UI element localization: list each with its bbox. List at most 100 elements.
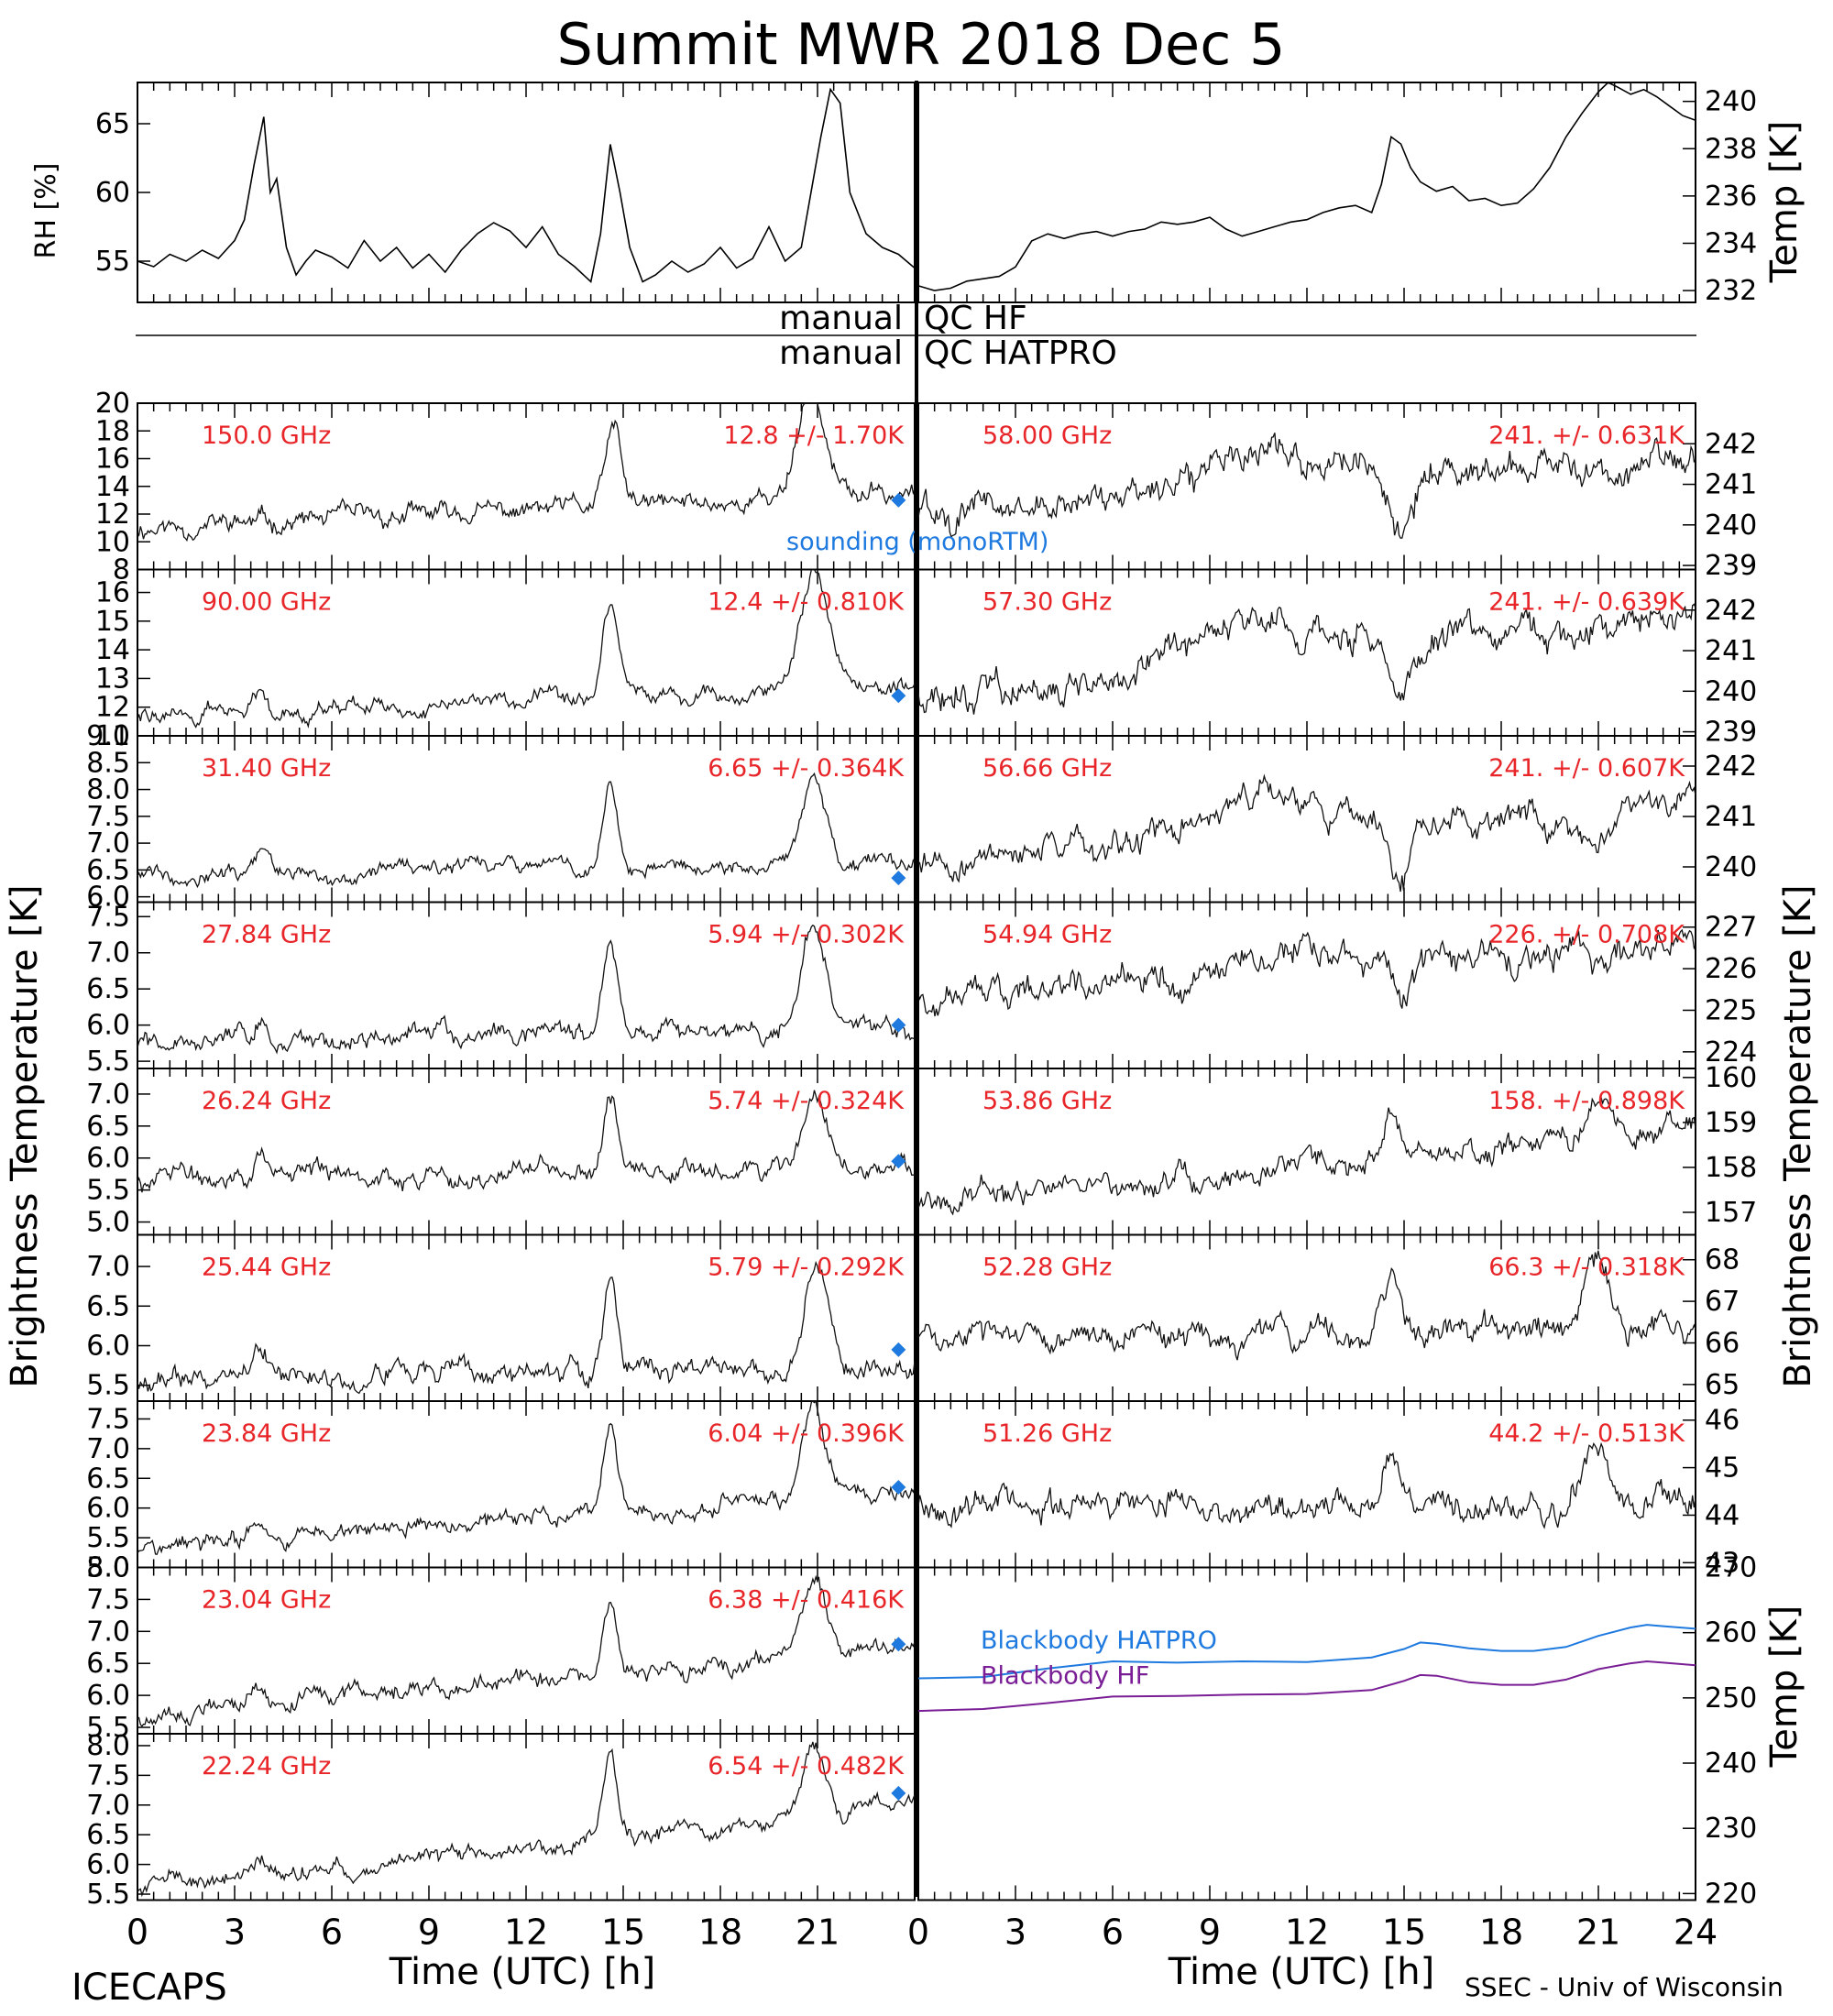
channel-panel-ch2544: 5.5 6.0 6.5 7.0 25.44 GHz 5.79 +/- 0.292K (86, 1233, 916, 1402)
channel-stat-label: 6.54 +/- 0.482K (708, 1752, 905, 1780)
ch2384-ytick: 6.0 (86, 1493, 130, 1525)
channel-series-ch2544 (137, 1260, 916, 1395)
ch5228-ytick: 68 (1705, 1244, 1740, 1276)
ch2224-ytick: 7.0 (86, 1790, 130, 1822)
channel-stat-label: 226. +/- 0.708K (1488, 921, 1685, 949)
channel-panel-ch5800: 239 240 241 242 58.00 GHz 241. +/- 0.631K (917, 402, 1757, 582)
ch150-ytick: 12 (95, 499, 130, 531)
channel-series-ch90 (137, 568, 916, 729)
x-tick-right: 0 (907, 1912, 929, 1953)
channel-freq-label: 57.30 GHz (982, 588, 1112, 617)
x-tick-left: 18 (698, 1912, 742, 1953)
rh-series-line (137, 87, 916, 284)
ch2544-ytick: 6.5 (86, 1290, 130, 1322)
rh-ytick: 60 (95, 177, 130, 209)
ch3140-ytick: 7.0 (86, 827, 130, 860)
ch2784-ytick: 7.0 (86, 937, 130, 970)
ch90-ytick: 15 (95, 606, 130, 638)
bb-ylabel: Temp [K] (1763, 1605, 1806, 1769)
ch3140-ytick: 6.5 (86, 854, 130, 886)
ch5386-ytick: 160 (1705, 1062, 1757, 1094)
time-axes: 0 3 6 9 12 15 18 21 0 3 6 9 12 15 18 21 24 (126, 1912, 1718, 1953)
ch5126-ytick: 44 (1705, 1499, 1740, 1531)
channel-series-ch5494 (917, 928, 1696, 1017)
channel-series-ch2784 (137, 924, 916, 1055)
channel-panel-ch2624: 5.05.56.06.57.0 26.24 GHz 5.74 +/- 0.324K (86, 1068, 916, 1239)
ch2384-ytick: 7.0 (86, 1433, 130, 1465)
bt-ylabel-right: Brightness Temperature [K] (1777, 884, 1819, 1387)
ch5730-ytick: 242 (1705, 595, 1757, 627)
channel-panel-ch5666: 240 241 242 56.66 GHz 241. +/- 0.607K (917, 735, 1757, 904)
x-tick-right: 12 (1285, 1912, 1329, 1953)
channel-freq-label: 58.00 GHz (982, 422, 1112, 450)
ch2224-ytick: 5.5 (86, 1879, 130, 1911)
channel-freq-label: 52.28 GHz (982, 1254, 1112, 1282)
ch2304-ytick: 6.0 (86, 1680, 130, 1712)
channel-panel-ch5386: 157 158 159 160 53.86 GHz 158. +/- 0.898K (917, 1062, 1757, 1236)
footer-icecaps: ICECAPS (71, 1967, 227, 2009)
temp-plot-frame (917, 82, 1696, 303)
ch2384-ytick: 6.5 (86, 1463, 130, 1495)
bb-ytick: 230 (1705, 1813, 1757, 1845)
ch2224-ytick: 8.0 (86, 1730, 130, 1762)
channel-series-ch5800 (917, 433, 1696, 539)
channel-panel-ch5228: 65 66 67 68 52.28 GHz 66.3 +/- 0.318K (917, 1233, 1740, 1402)
ch5386-ytick: 158 (1705, 1152, 1757, 1184)
channel-freq-label: 51.26 GHz (982, 1419, 1112, 1448)
ch3140-ytick: 9.0 (86, 720, 130, 752)
ch5730-ytick: 241 (1705, 635, 1757, 667)
channel-series-ch150 (137, 402, 916, 542)
channel-series-ch2624 (137, 1090, 916, 1193)
x-tick-left: 3 (224, 1912, 246, 1953)
ch150-ytick: 14 (95, 471, 130, 503)
channel-freq-label: 90.00 GHz (202, 588, 331, 617)
ch2304-ytick: 8.0 (86, 1552, 130, 1584)
ch5800-ytick: 240 (1705, 509, 1757, 542)
channel-freq-label: 150.0 GHz (202, 422, 331, 450)
channel-freq-label: 23.84 GHz (202, 1419, 331, 1448)
ch5494-ytick: 225 (1705, 994, 1757, 1026)
top-panels: 55 60 65 232 234 236 238 240 (95, 82, 1757, 307)
bt-ylabel-left: Brightness Temperature [K] (4, 884, 46, 1387)
channel-freq-label: 23.04 GHz (202, 1586, 331, 1615)
channel-freq-label: 26.24 GHz (202, 1087, 331, 1115)
ch2224-ytick: 6.5 (86, 1819, 130, 1851)
ch90-ytick: 11 (95, 720, 130, 752)
channel-stat-label: 5.74 +/- 0.324K (708, 1087, 905, 1115)
blackbody-line-1 (917, 1660, 1696, 1713)
channel-stat-label: 241. +/- 0.631K (1488, 422, 1685, 450)
temp-ytick: 234 (1705, 227, 1757, 259)
ch90-ytick: 14 (95, 634, 130, 666)
channel-stat-label: 6.38 +/- 0.416K (708, 1586, 905, 1615)
xlabel-right: Time (UTC) [h] (1168, 1951, 1434, 1993)
channel-series-ch5730 (917, 603, 1696, 715)
ch5126-ytick: 43 (1705, 1547, 1740, 1579)
channel-series-ch2224 (137, 1741, 916, 1898)
ch5228-ytick: 65 (1705, 1369, 1740, 1401)
x-tick-right: 21 (1576, 1912, 1620, 1953)
channel-stat-label: 12.4 +/- 0.810K (708, 588, 905, 617)
ch2784-ytick: 5.5 (86, 1046, 130, 1078)
sounding-marker (891, 688, 906, 704)
channel-stat-label: 6.65 +/- 0.364K (708, 754, 905, 783)
rh-ylabel: RH [%] (30, 163, 62, 259)
ch3140-ytick: 6.0 (86, 882, 130, 914)
ch5800-ytick: 241 (1705, 469, 1757, 501)
ch5666-ytick: 241 (1705, 801, 1757, 833)
ch5228-ytick: 66 (1705, 1327, 1740, 1359)
channel-series-ch2304 (137, 1574, 916, 1727)
x-tick-left: 6 (321, 1912, 343, 1953)
ch150-ytick: 10 (95, 526, 130, 558)
sounding-marker (891, 492, 906, 508)
channel-freq-label: 22.24 GHz (202, 1752, 331, 1780)
ch2304-ytick: 6.5 (86, 1648, 130, 1680)
qc-hf-left: manual (779, 300, 903, 337)
channel-panel-ch2784: 5.5 6.0 6.57.0 7.5 27.84 GHz 5.94 +/- 0.302K (86, 901, 916, 1078)
ch5800-ytick: 242 (1705, 428, 1757, 460)
ch2384-ytick: 5.0 (86, 1552, 130, 1584)
chart-title: Summit MWR 2018 Dec 5 (557, 11, 1286, 78)
ch2784-ytick: 7.5 (86, 901, 130, 933)
